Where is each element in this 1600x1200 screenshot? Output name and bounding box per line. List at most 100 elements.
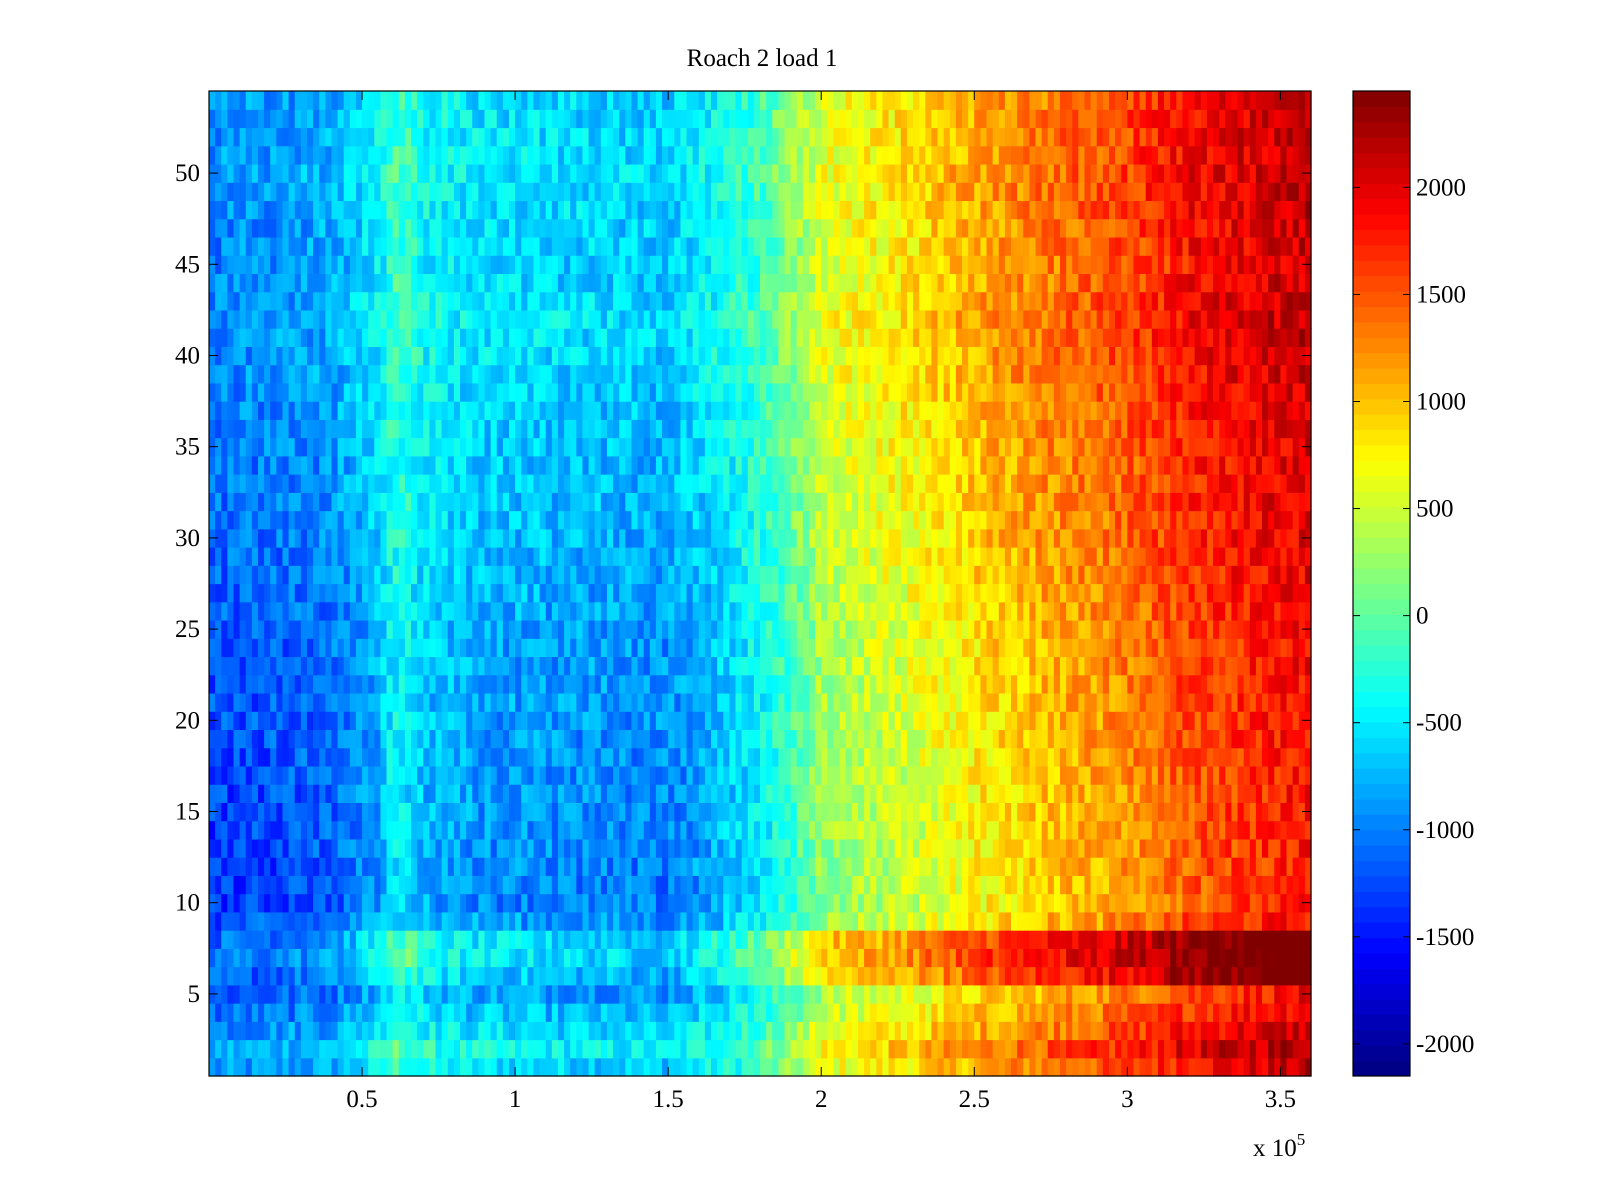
heatmap-cell xyxy=(900,838,908,858)
heatmap-cell xyxy=(815,930,822,949)
heatmap-cell xyxy=(337,1039,345,1059)
heatmap-cell xyxy=(1084,765,1092,785)
heatmap-cell xyxy=(980,875,988,895)
heatmap-cell xyxy=(331,583,339,603)
heatmap-cell xyxy=(221,784,228,803)
heatmap-cell xyxy=(998,838,1006,858)
heatmap-cell xyxy=(821,1057,828,1077)
heatmap-cell xyxy=(1182,1057,1190,1077)
heatmap-cell xyxy=(441,565,449,585)
heatmap-cell xyxy=(386,692,394,712)
heatmap-cell xyxy=(251,711,259,731)
heatmap-cell xyxy=(1029,930,1037,949)
heatmap-cell xyxy=(808,583,816,603)
heatmap-cell xyxy=(496,802,504,822)
heatmap-cell xyxy=(686,638,694,658)
heatmap-cell xyxy=(992,875,1000,895)
heatmap-cell xyxy=(980,820,988,840)
heatmap-cell xyxy=(1017,1039,1024,1059)
heatmap-cell xyxy=(1231,802,1239,822)
heatmap-cell xyxy=(508,747,516,767)
heatmap-cell xyxy=(1115,601,1122,621)
heatmap-cell xyxy=(423,893,430,913)
heatmap-cell xyxy=(417,893,424,913)
heatmap-cell xyxy=(392,765,400,785)
heatmap-cell xyxy=(380,638,388,658)
heatmap-cell xyxy=(980,619,988,639)
heatmap-cell xyxy=(300,948,308,968)
heatmap-cell xyxy=(374,893,382,913)
heatmap-cell xyxy=(925,1021,933,1041)
heatmap-cell xyxy=(1176,747,1184,767)
heatmap-cell xyxy=(466,1057,473,1077)
heatmap-cell xyxy=(1243,656,1251,676)
heatmap-cell xyxy=(1029,1039,1037,1059)
heatmap-cell xyxy=(239,583,247,603)
heatmap-cell xyxy=(392,711,400,731)
heatmap-cell xyxy=(876,838,884,858)
heatmap-cell xyxy=(1255,984,1263,1004)
heatmap-cell xyxy=(643,601,651,621)
heatmap-cell xyxy=(1298,638,1306,658)
heatmap-cell xyxy=(839,656,847,676)
heatmap-cell xyxy=(778,930,786,949)
heatmap-cell xyxy=(264,1057,271,1077)
heatmap-cell xyxy=(1066,893,1073,913)
heatmap-cell xyxy=(637,820,645,840)
heatmap-cell xyxy=(851,729,859,749)
heatmap-cell xyxy=(772,984,779,1004)
heatmap-cell xyxy=(876,692,884,712)
heatmap-cell xyxy=(239,784,247,803)
heatmap-cell xyxy=(227,984,235,1004)
heatmap-cell xyxy=(398,638,406,658)
heatmap-cell xyxy=(392,838,400,858)
heatmap-cell xyxy=(325,893,333,913)
heatmap-cell xyxy=(1286,930,1294,949)
heatmap-cell xyxy=(833,930,841,949)
heatmap-cell xyxy=(508,601,516,621)
heatmap-cell xyxy=(300,747,308,767)
heatmap-cell xyxy=(1194,674,1202,694)
heatmap-cell xyxy=(570,802,577,822)
heatmap-cell xyxy=(508,674,516,694)
heatmap-cell xyxy=(270,565,277,585)
heatmap-cell xyxy=(962,1021,969,1041)
heatmap-cell xyxy=(374,565,382,585)
heatmap-cell xyxy=(784,765,792,785)
heatmap-cell xyxy=(306,948,314,968)
heatmap-cell xyxy=(1268,1021,1275,1041)
heatmap-cell xyxy=(417,711,424,731)
heatmap-cell xyxy=(380,565,388,585)
heatmap-cell xyxy=(1231,638,1239,658)
heatmap-cell xyxy=(429,619,437,639)
heatmap-cell xyxy=(521,765,528,785)
heatmap-cell xyxy=(466,802,473,822)
heatmap-cell xyxy=(496,711,504,731)
heatmap-cell xyxy=(827,857,835,876)
heatmap-cell xyxy=(325,565,333,585)
heatmap-cell xyxy=(1066,1039,1073,1059)
heatmap-cell xyxy=(1004,784,1012,803)
heatmap-cell xyxy=(392,875,400,895)
heatmap-cell xyxy=(404,966,412,986)
heatmap-cell xyxy=(435,765,443,785)
heatmap-cell xyxy=(1164,619,1171,639)
heatmap-cell xyxy=(1188,838,1196,858)
heatmap-cell xyxy=(741,674,749,694)
heatmap-cell xyxy=(962,1003,969,1022)
heatmap-cell xyxy=(662,674,669,694)
heatmap-cell xyxy=(343,692,351,712)
heatmap-cell xyxy=(717,583,724,603)
heatmap-cell xyxy=(906,765,914,785)
heatmap-cell xyxy=(233,583,241,603)
heatmap-cell xyxy=(662,820,669,840)
heatmap-cell xyxy=(1280,802,1288,822)
heatmap-cell xyxy=(943,948,951,968)
heatmap-cell xyxy=(1170,911,1177,931)
heatmap-cell xyxy=(466,875,473,895)
heatmap-cell xyxy=(1017,583,1024,603)
heatmap-cell xyxy=(968,984,975,1004)
heatmap-cell xyxy=(741,619,749,639)
heatmap-cell xyxy=(282,984,290,1004)
heatmap-cell xyxy=(870,619,877,639)
